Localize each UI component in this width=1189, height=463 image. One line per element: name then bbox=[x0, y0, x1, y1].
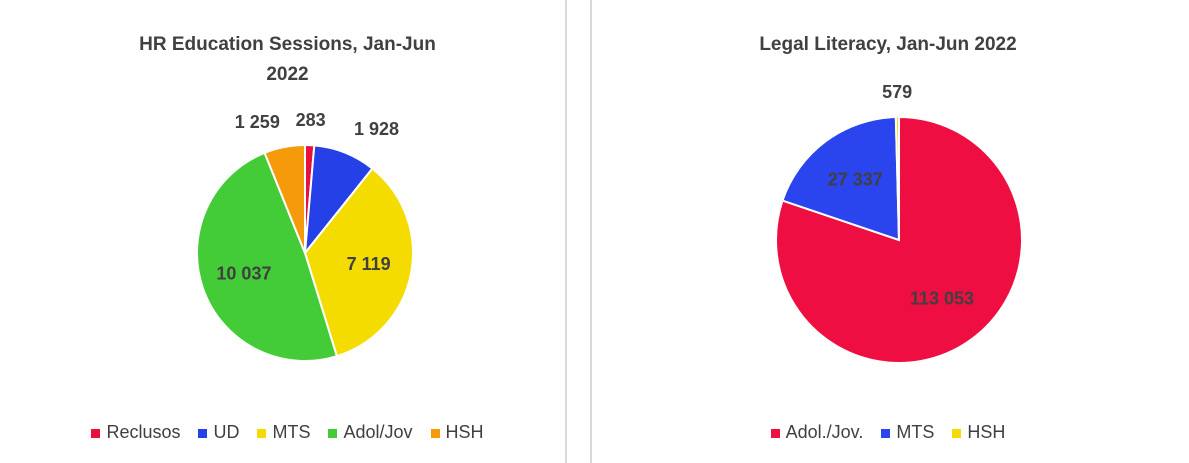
legend-swatch bbox=[328, 428, 338, 438]
data-label: 579 bbox=[882, 82, 912, 102]
pie-slice bbox=[781, 116, 901, 242]
pie: 283 1 928 7 119 10 037 1 259 bbox=[196, 110, 414, 362]
legend-item: MTS bbox=[257, 422, 310, 443]
data-label: 27 337 bbox=[828, 169, 883, 189]
legend-swatch bbox=[91, 428, 101, 438]
legend-label: MTS bbox=[272, 422, 311, 442]
pie-slice bbox=[196, 151, 339, 362]
pie-slice bbox=[894, 115, 900, 241]
legend-item: MTS bbox=[881, 422, 934, 443]
legend-label: HSH bbox=[445, 422, 484, 442]
legend-item: Adol./Jov. bbox=[770, 422, 864, 443]
legend-label: Adol./Jov. bbox=[785, 422, 864, 442]
legend-label: Reclusos bbox=[106, 422, 181, 442]
pie: 113 053 27 337 579 bbox=[775, 82, 1023, 364]
data-label: 10 037 bbox=[216, 263, 271, 283]
chart-panel: HR Education Sessions, Jan-Jun 2022 283 1 … bbox=[10, 0, 567, 463]
pie-slice bbox=[303, 167, 414, 358]
data-label: 1 259 bbox=[235, 112, 280, 132]
data-label: 7 119 bbox=[347, 254, 391, 274]
legend: Adol./Jov. MTS HSH bbox=[592, 422, 1184, 443]
legend-item: Reclusos bbox=[91, 422, 180, 443]
legend-label: UD bbox=[213, 422, 240, 442]
chart-title: Legal Literacy, Jan-Jun 2022 bbox=[759, 34, 1017, 55]
legend-swatch bbox=[430, 428, 440, 438]
legend-label: HSH bbox=[967, 422, 1006, 442]
legend-swatch bbox=[198, 428, 208, 438]
chart-panel: Legal Literacy, Jan-Jun 2022 113 053 27 33… bbox=[590, 0, 1184, 463]
legend-item: Adol/Jov bbox=[328, 422, 413, 443]
legend-label: MTS bbox=[896, 422, 935, 442]
legend-swatch bbox=[952, 428, 962, 438]
data-label: 113 053 bbox=[910, 289, 974, 309]
legend-item: UD bbox=[198, 422, 239, 443]
legend-item: HSH bbox=[952, 422, 1005, 443]
legend-swatch bbox=[881, 428, 891, 438]
legend-swatch bbox=[257, 428, 267, 438]
data-label: 283 bbox=[296, 110, 326, 130]
legend-item: HSH bbox=[430, 422, 484, 443]
legend-swatch bbox=[770, 428, 780, 438]
legend: Reclusos UD MTS Adol/Jov HSH bbox=[10, 422, 565, 443]
chart-title: HR Education Sessions, Jan-Jun 2022 bbox=[139, 34, 436, 85]
data-label: 1 928 bbox=[354, 119, 399, 139]
pie-slice bbox=[263, 143, 306, 254]
legend-label: Adol/Jov bbox=[343, 422, 413, 442]
